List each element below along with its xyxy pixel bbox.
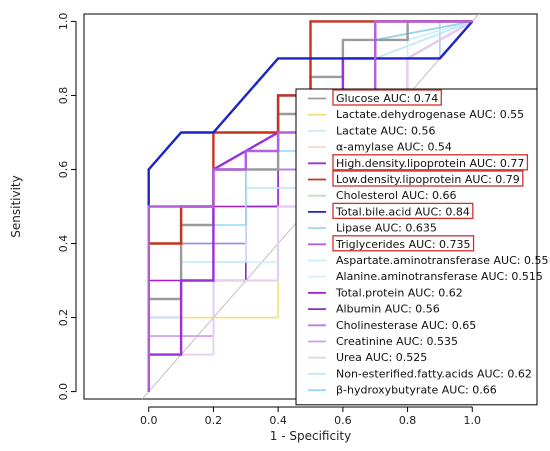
- y-axis-title: Sensitivity: [9, 175, 23, 237]
- y-tick-label: 0.4: [57, 235, 70, 253]
- legend-label: Lactate AUC: 0.56: [336, 124, 436, 137]
- y-tick-label: 1.0: [57, 13, 70, 31]
- x-tick-label: 1.0: [464, 414, 482, 427]
- x-tick-label: 0.2: [205, 414, 223, 427]
- legend-label: β-hydroxybutyrate AUC: 0.66: [336, 384, 497, 397]
- legend-label: Cholinesterase AUC: 0.65: [336, 319, 476, 332]
- legend-label: Lactate.dehydrogenase AUC: 0.55: [336, 108, 524, 121]
- legend-label: Triglycerides AUC: 0.735: [335, 238, 471, 251]
- legend-label: Glucose AUC: 0.74: [336, 92, 438, 105]
- x-tick-label: 0.0: [140, 414, 158, 427]
- y-tick-label: 0.0: [57, 383, 70, 401]
- legend-highlight-box: [332, 154, 529, 171]
- roc-curve-total-bile-acid: [147, 20, 474, 392]
- legend-label: Total.protein AUC: 0.62: [335, 286, 463, 299]
- legend-label: Alanine.aminotransferase AUC: 0.515: [336, 270, 543, 283]
- legend-highlight-box: [332, 235, 475, 252]
- y-tick-label: 0.2: [57, 309, 70, 327]
- y-tick-label: 0.6: [57, 161, 70, 179]
- legend-box: [295, 88, 538, 406]
- legend-label: Creatinine AUC: 0.535: [336, 335, 458, 348]
- roc-curve-low-density-lipoprotein: [147, 20, 473, 392]
- legend-label: α-amylase AUC: 0.54: [336, 141, 452, 154]
- legend-highlight-box: [332, 202, 474, 220]
- legend-highlight-box: [332, 170, 524, 187]
- x-tick-label: 0.6: [334, 414, 352, 427]
- legend-label: Lipase AUC: 0.635: [336, 222, 437, 235]
- legend-label: Non-esterified.fatty.acids AUC: 0.62: [336, 367, 532, 380]
- legend-highlight-box: [332, 89, 442, 106]
- axes: 0.0 0.2 0.4 0.6 0.8 1.0 0.0 0.2 0.4 0.6 0.8 1.0 1 - …: [9, 13, 481, 443]
- x-tick-label: 0.8: [399, 414, 417, 427]
- legend-label: Albumin AUC: 0.56: [336, 303, 440, 316]
- legend-label: Urea AUC: 0.525: [336, 351, 427, 364]
- y-tick-label: 0.8: [57, 87, 70, 105]
- legend-label: Total.bile.acid AUC: 0.84: [335, 205, 470, 218]
- legend-label: Cholesterol AUC: 0.66: [336, 189, 457, 202]
- legend-label: Aspartate.aminotransferase AUC: 0.55: [336, 254, 548, 267]
- x-axis-title: 1 - Specificity: [270, 429, 351, 443]
- legend-label: Low.density.lipoprotein AUC: 0.79: [336, 173, 520, 186]
- x-tick-label: 0.4: [269, 414, 287, 427]
- legend-label: High.density.lipoprotein AUC: 0.77: [336, 157, 524, 170]
- legend: Glucose AUC: 0.74 Lactate.dehydrogenase A…: [295, 88, 548, 406]
